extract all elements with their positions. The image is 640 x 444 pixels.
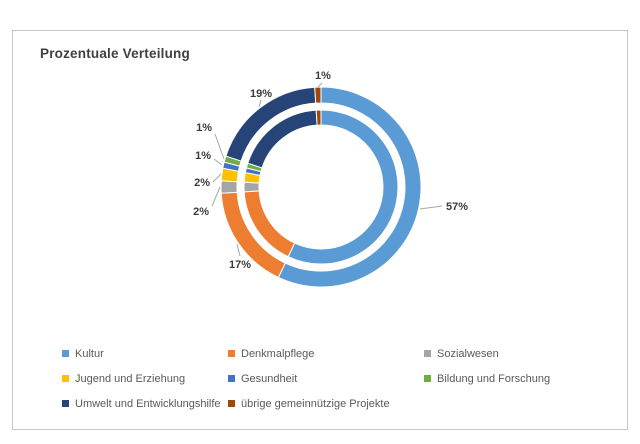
legend-swatch-icon (228, 350, 235, 357)
legend-swatch-icon (62, 400, 69, 407)
legend-swatch-icon (228, 375, 235, 382)
legend-label: Gesundheit (241, 372, 298, 385)
legend-label: übrige gemeinnützige Projekte (241, 397, 390, 410)
chart-title: Prozentuale Verteilung (40, 46, 190, 61)
legend-item-4: Gesundheit (228, 373, 424, 385)
legend-item-6: Umwelt und Entwicklungshilfe (62, 398, 228, 410)
chart-legend: Kultur Denkmalpflege Sozialwesen Jugend und… (62, 341, 550, 416)
legend-item-7: übrige gemeinnützige Projekte (228, 398, 424, 410)
legend-label: Umwelt und Entwicklungshilfe (75, 397, 221, 410)
legend-item-1: Denkmalpflege (228, 348, 424, 360)
legend-swatch-icon (228, 400, 235, 407)
legend-item-0: Kultur (62, 348, 228, 360)
legend-item-2: Sozialwesen (424, 348, 550, 360)
legend-label: Sozialwesen (437, 347, 499, 360)
legend-label: Denkmalpflege (241, 347, 315, 360)
legend-item-3: Jugend und Erziehung (62, 373, 228, 385)
legend-swatch-icon (424, 350, 431, 357)
legend-swatch-icon (62, 350, 69, 357)
legend-label: Jugend und Erziehung (75, 372, 186, 385)
legend-label: Kultur (75, 347, 104, 360)
legend-swatch-icon (62, 375, 69, 382)
legend-label: Bildung und Forschung (437, 372, 551, 385)
legend-swatch-icon (424, 375, 431, 382)
legend-item-5: Bildung und Forschung (424, 373, 550, 385)
